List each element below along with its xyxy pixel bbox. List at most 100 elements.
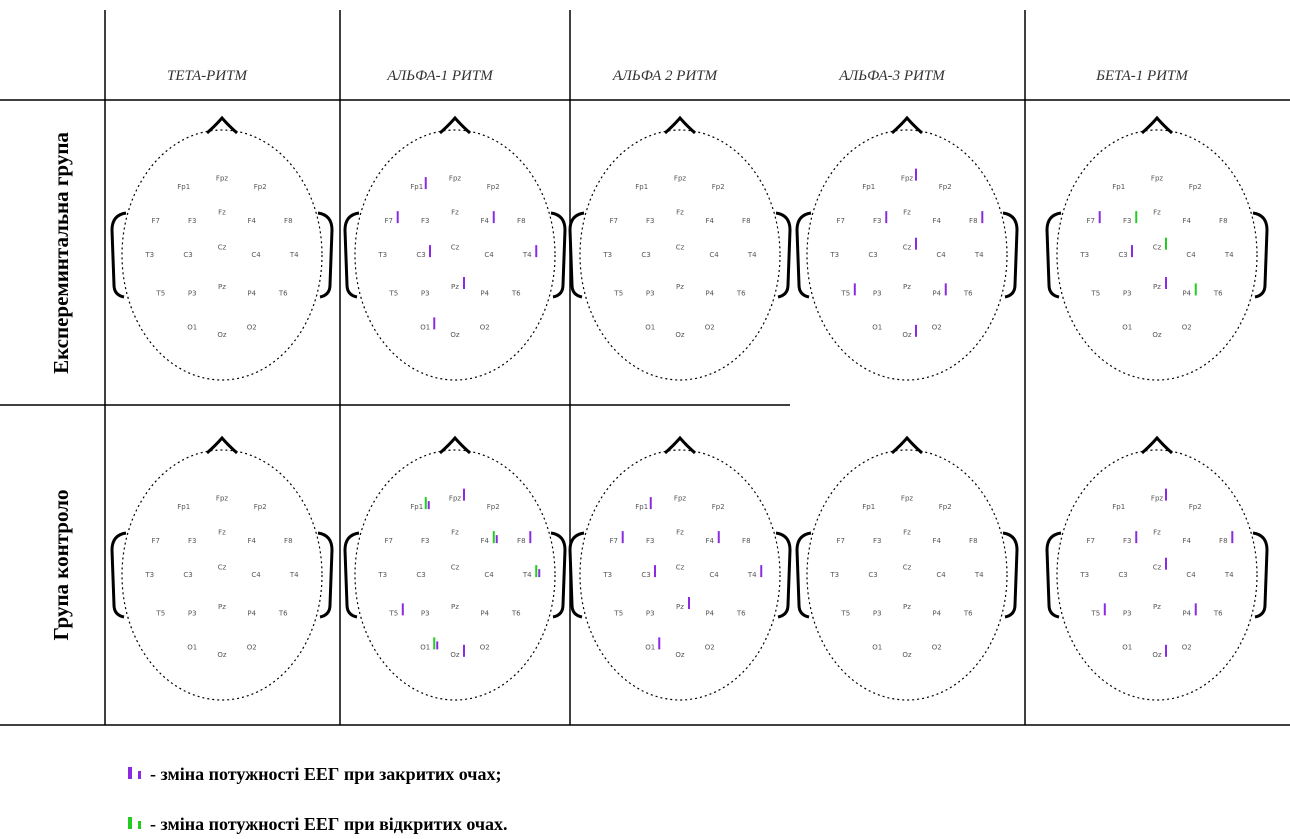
electrode-label: F7 <box>1086 217 1094 225</box>
electrode-label: P3 <box>421 289 430 297</box>
ear <box>1045 531 1062 619</box>
electrode-label: Fz <box>451 529 459 537</box>
electrode-label: T6 <box>511 289 521 297</box>
change-bar <box>424 497 427 510</box>
change-bar <box>429 245 431 258</box>
electrode-label: O2 <box>247 643 257 651</box>
electrode-label: P3 <box>188 609 197 617</box>
ear <box>795 531 812 619</box>
electrode-label: T5 <box>388 289 398 297</box>
electrode-label: Oz <box>675 651 685 659</box>
electrode-label: C4 <box>1186 571 1196 579</box>
electrode-label: T5 <box>613 289 623 297</box>
electrode-label: O2 <box>1182 323 1192 331</box>
electrode-label: Cz <box>1153 564 1162 572</box>
electrode-label: T3 <box>1079 571 1089 579</box>
change-bar <box>717 531 720 544</box>
electrode-label: Fp1 <box>862 503 875 511</box>
change-bar <box>424 177 427 190</box>
electrode-label: C4 <box>1186 251 1196 259</box>
electrode-label: P4 <box>480 609 489 617</box>
electrode-label: C3 <box>416 251 425 259</box>
change-bar <box>1165 644 1167 657</box>
head-outline <box>121 129 323 381</box>
electrode-label: T6 <box>963 609 973 617</box>
electrode-label: F7 <box>609 537 617 545</box>
electrode-label: T5 <box>1090 289 1100 297</box>
electrode-label: F3 <box>646 217 654 225</box>
electrode-label: T3 <box>602 571 612 579</box>
change-bar <box>649 497 652 510</box>
ear <box>317 531 334 619</box>
electrode-label: Fp2 <box>487 503 500 511</box>
electrode-label: Fz <box>451 209 459 217</box>
electrode-label: Cz <box>903 244 912 252</box>
change-bar <box>463 488 465 501</box>
electrode-label: Oz <box>450 651 460 659</box>
electrode-label: O1 <box>420 643 430 651</box>
electrode-label: T3 <box>1079 251 1089 259</box>
change-bar <box>433 637 436 650</box>
electrode-label: T6 <box>1213 289 1223 297</box>
column-header: АЛЬФА 2 РИТМ <box>612 68 719 84</box>
electrode-label: F3 <box>421 537 429 545</box>
ear <box>550 211 567 299</box>
electrode-label: F7 <box>151 537 159 545</box>
electrode-label: F4 <box>248 217 257 225</box>
electrode-label: C4 <box>709 251 719 259</box>
electrode-label: Fp1 <box>177 503 190 511</box>
electrode-label: Oz <box>902 651 912 659</box>
electrode-label: Fp1 <box>1112 183 1125 191</box>
change-bar <box>427 501 430 510</box>
change-bar <box>529 531 532 544</box>
legend-text: - зміна потужності ЕЕГ при відкритих оча… <box>150 814 508 834</box>
electrode-label: Fz <box>218 529 226 537</box>
electrode-label: F4 <box>481 537 490 545</box>
electrode-label: F3 <box>873 537 881 545</box>
change-bar <box>1165 277 1167 289</box>
electrode-label: Fp1 <box>410 183 423 191</box>
electrode-label: Cz <box>451 564 460 572</box>
electrode-label: F8 <box>1219 217 1227 225</box>
electrode-label: Fpz <box>1151 175 1163 183</box>
electrode-label: O2 <box>705 643 715 651</box>
electrode-label: Fpz <box>449 175 461 183</box>
head-outline <box>1056 129 1258 381</box>
change-bar <box>760 565 763 578</box>
electrode-label: T4 <box>289 251 299 259</box>
nose <box>206 435 238 455</box>
electrode-label: T5 <box>840 609 850 617</box>
electrode-label: Cz <box>676 244 685 252</box>
electrode-label: T4 <box>522 571 532 579</box>
electrode-label: Oz <box>450 331 460 339</box>
electrode-label: T4 <box>747 251 757 259</box>
electrode-label: F4 <box>248 537 257 545</box>
head-outline <box>579 449 781 701</box>
electrode-label: C4 <box>251 251 261 259</box>
electrode-label: Fz <box>903 209 911 217</box>
change-bar <box>535 565 538 578</box>
electrode-label: P3 <box>873 289 882 297</box>
electrode-label: P4 <box>705 609 714 617</box>
change-bar <box>401 603 404 616</box>
electrode-label: F8 <box>1219 537 1227 545</box>
electrode-label: Oz <box>1152 331 1162 339</box>
electrode-label: T3 <box>377 571 387 579</box>
electrode-label: Cz <box>903 564 912 572</box>
electrode-label: O1 <box>187 323 197 331</box>
electrode-label: O2 <box>1182 643 1192 651</box>
electrode-label: F7 <box>384 217 392 225</box>
electrode-label: Pz <box>218 603 226 611</box>
electrode-label: Fp2 <box>254 503 267 511</box>
change-bar <box>535 245 538 258</box>
electrode-label: F8 <box>517 217 525 225</box>
electrode-label: P4 <box>480 289 489 297</box>
electrode-label: T6 <box>278 609 288 617</box>
electrode-label: F8 <box>969 217 977 225</box>
electrode-label: Fpz <box>901 495 913 503</box>
electrode-label: F8 <box>742 217 750 225</box>
change-bar <box>1165 237 1167 250</box>
electrode-label: Fp2 <box>712 503 725 511</box>
electrode-label: T4 <box>974 571 984 579</box>
